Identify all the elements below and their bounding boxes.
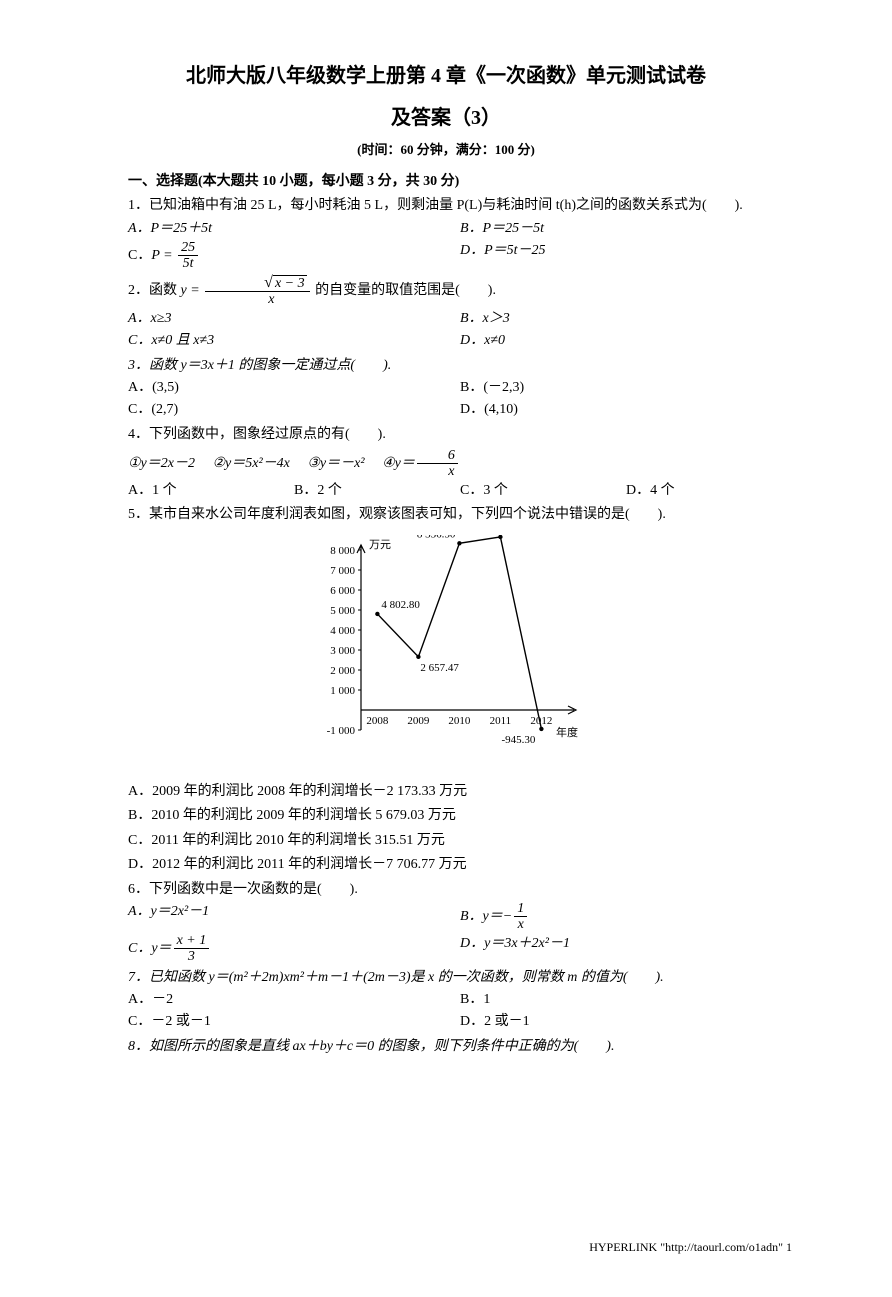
svg-text:2008: 2008 (366, 715, 389, 727)
svg-text:7 000: 7 000 (330, 565, 355, 577)
q5-option-b: B．2010 年的利润比 2009 年的利润增长 5 679.03 万元 (100, 805, 792, 827)
svg-text:8 336.50: 8 336.50 (417, 535, 456, 540)
svg-text:万元: 万元 (369, 539, 391, 551)
svg-text:2010: 2010 (448, 715, 471, 727)
q2-option-d: D．x≠0 (460, 330, 792, 352)
question-2-options: A．x≥3 B．x＞3 C．x≠0 且 x≠3 D．x≠0 (128, 308, 792, 353)
q1-option-a: A．P＝25＋5t (128, 218, 460, 240)
svg-text:2011: 2011 (490, 715, 512, 727)
svg-text:2 000: 2 000 (330, 665, 355, 677)
svg-text:2012: 2012 (530, 715, 552, 727)
question-5-stem: 5．某市自来水公司年度利润表如图，观察该图表可知，下列四个说法中错误的是( ). (100, 504, 792, 526)
q2-option-b: B．x＞3 (460, 308, 792, 330)
chart-svg: -1 000 1 000 2 000 3 000 4 000 5 000 6 000 7 00… (306, 535, 586, 765)
question-4-stem: 4．下列函数中，图象经过原点的有( ). (100, 424, 792, 446)
exam-meta: (时间：60 分钟，满分：100 分) (100, 140, 792, 161)
svg-text:2 657.47: 2 657.47 (420, 661, 459, 673)
svg-text:6 000: 6 000 (330, 585, 355, 597)
q6-option-d: D．y＝3x＋2x²－1 (460, 933, 792, 965)
q6-option-c: C．y＝x + 13 (128, 933, 460, 965)
svg-text:4 000: 4 000 (330, 625, 355, 637)
svg-text:5 000: 5 000 (330, 605, 355, 617)
q4-option-b: B．2 个 (294, 480, 460, 502)
q7-option-d: D．2 或－1 (460, 1011, 792, 1033)
svg-text:2009: 2009 (407, 715, 430, 727)
page-footer: HYPERLINK "http://taourl.com/o1adn" 1 (100, 1238, 792, 1257)
q4-option-c: C．3 个 (460, 480, 626, 502)
question-2-stem: 2．函数 y = √x − 3 x 的自变量的取值范围是( ). (100, 274, 792, 308)
question-7-stem: 7．已知函数 y＝(m²＋2m)xm²＋m－1＋(2m－3)是 x 的一次函数，… (100, 967, 792, 989)
question-4-options: A．1 个 B．2 个 C．3 个 D．4 个 (128, 480, 792, 502)
svg-text:-945.30: -945.30 (501, 734, 535, 746)
q5-option-d: D．2012 年的利润比 2011 年的利润增长－7 706.77 万元 (100, 854, 792, 876)
svg-text:年度: 年度 (556, 725, 578, 739)
q6-option-b: B．y＝−1x (460, 901, 792, 933)
q5-option-a: A．2009 年的利润比 2008 年的利润增长－2 173.33 万元 (100, 781, 792, 803)
q7-option-b: B．1 (460, 989, 792, 1011)
q4-option-a: A．1 个 (128, 480, 294, 502)
question-1-stem: 1．已知油箱中有油 25 L，每小时耗油 5 L，则剩油量 P(L)与耗油时间 … (100, 195, 792, 217)
svg-text:3 000: 3 000 (330, 645, 355, 657)
question-4-equations: ①y＝2x－2 ②y＝5x²－4x ③y＝－x² ④y＝6x (100, 448, 792, 480)
svg-text:8 000: 8 000 (330, 545, 355, 557)
q1-option-c: C．P = 255t (128, 240, 460, 272)
q3-option-a: A．(3,5) (128, 377, 460, 399)
q2-option-a: A．x≥3 (128, 308, 460, 330)
svg-text:-1 000: -1 000 (327, 725, 356, 737)
question-1-options: A．P＝25＋5t B．P＝25－5t C．P = 255t D．P＝5t－25 (128, 218, 792, 272)
section-1-heading: 一、选择题(本大题共 10 小题，每小题 3 分，共 30 分) (100, 171, 792, 193)
sub-title: 及答案（3） (100, 102, 792, 134)
q3-option-b: B．(－2,3) (460, 377, 792, 399)
question-3-options: A．(3,5) B．(－2,3) C．(2,7) D．(4,10) (128, 377, 792, 422)
q1-option-d: D．P＝5t－25 (460, 240, 792, 272)
q3-option-d: D．(4,10) (460, 399, 792, 421)
q3-option-c: C．(2,7) (128, 399, 460, 421)
question-6-options: A．y＝2x²－1 B．y＝−1x C．y＝x + 13 D．y＝3x＋2x²－… (128, 901, 792, 965)
q5-option-c: C．2011 年的利润比 2010 年的利润增长 315.51 万元 (100, 830, 792, 852)
question-3-stem: 3．函数 y＝3x＋1 的图象一定通过点( ). (100, 355, 792, 377)
svg-text:1 000: 1 000 (330, 685, 355, 697)
q7-option-c: C．－2 或－1 (128, 1011, 460, 1033)
question-8-stem: 8．如图所示的图象是直线 ax＋by＋c＝0 的图象，则下列条件中正确的为( )… (100, 1036, 792, 1058)
svg-text:4 802.80: 4 802.80 (381, 599, 420, 611)
question-7-options: A．－2 B．1 C．－2 或－1 D．2 或－1 (128, 989, 792, 1034)
q6-option-a: A．y＝2x²－1 (128, 901, 460, 933)
q1-option-b: B．P＝25－5t (460, 218, 792, 240)
main-title: 北师大版八年级数学上册第 4 章《一次函数》单元测试试卷 (100, 60, 792, 92)
q4-option-d: D．4 个 (626, 480, 792, 502)
q2-option-c: C．x≠0 且 x≠3 (128, 330, 460, 352)
q7-option-a: A．－2 (128, 989, 460, 1011)
question-6-stem: 6．下列函数中是一次函数的是( ). (100, 879, 792, 901)
profit-chart: -1 000 1 000 2 000 3 000 4 000 5 000 6 000 7 00… (100, 535, 792, 773)
